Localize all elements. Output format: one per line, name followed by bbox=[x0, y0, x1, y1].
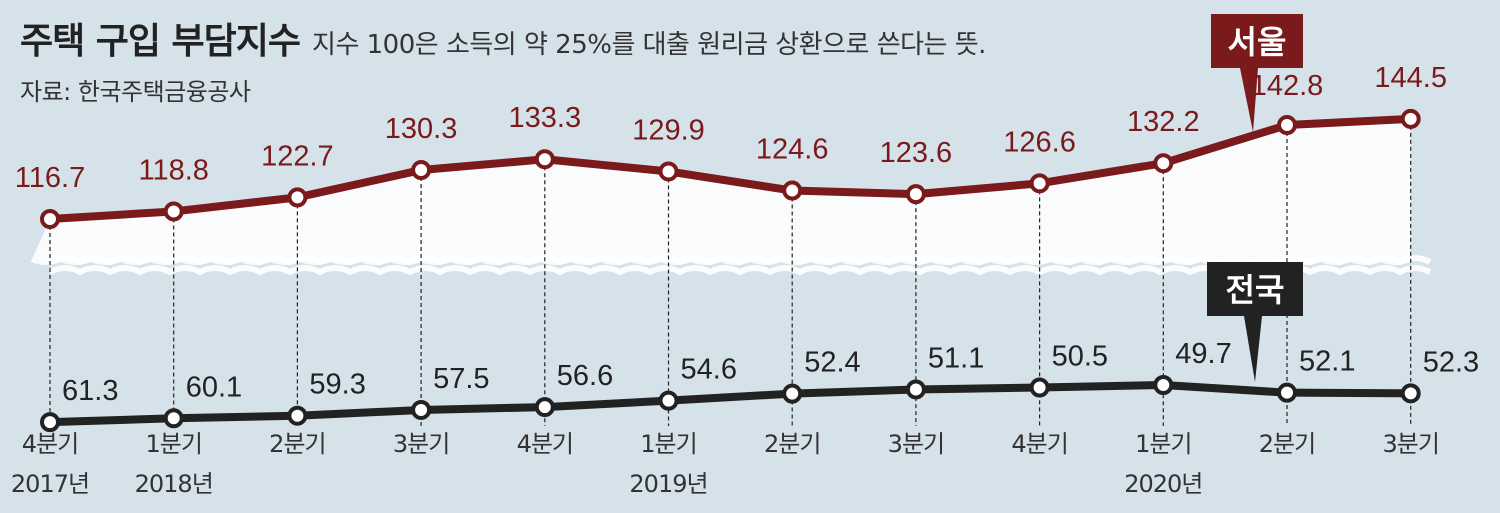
data-label-national: 50.5 bbox=[1052, 341, 1108, 373]
x-tick-label: 4분기 bbox=[517, 430, 573, 458]
x-year-label: 2017년 bbox=[11, 470, 89, 498]
data-point-seoul bbox=[287, 187, 308, 208]
data-point-seoul bbox=[534, 149, 555, 170]
data-point-seoul bbox=[1277, 115, 1297, 136]
data-point-national bbox=[782, 383, 803, 404]
data-label-national: 60.1 bbox=[186, 371, 242, 403]
data-point-seoul bbox=[1153, 153, 1174, 174]
series-badge-seoul: 서울 bbox=[1211, 14, 1303, 132]
data-point-seoul bbox=[658, 161, 679, 182]
series-badge-seoul-box bbox=[1211, 14, 1303, 68]
data-label-national: 61.3 bbox=[62, 375, 118, 407]
x-year-label: 2020년 bbox=[1124, 470, 1202, 498]
axis-break-wave bbox=[48, 255, 1432, 266]
x-tick-label: 2분기 bbox=[764, 430, 820, 458]
data-point-seoul bbox=[905, 184, 926, 205]
series-badge-seoul-pointer bbox=[1240, 68, 1258, 132]
data-point-seoul bbox=[1400, 108, 1421, 129]
data-label-seoul: 132.2 bbox=[1127, 106, 1200, 138]
data-label-national: 57.5 bbox=[433, 363, 489, 395]
data-label-seoul: 144.5 bbox=[1374, 62, 1447, 94]
data-point-seoul bbox=[1029, 173, 1050, 194]
data-label-national: 49.7 bbox=[1175, 338, 1231, 370]
data-label-seoul: 124.6 bbox=[756, 134, 829, 166]
series-line-national bbox=[49, 381, 1411, 427]
data-point-seoul bbox=[40, 209, 60, 229]
data-label-seoul: 129.9 bbox=[632, 114, 705, 146]
x-year-label: 2019년 bbox=[629, 470, 707, 498]
data-point-seoul bbox=[782, 180, 803, 201]
data-point-national bbox=[40, 412, 60, 433]
data-point-national bbox=[1277, 382, 1297, 403]
data-label-seoul: 130.3 bbox=[385, 113, 458, 145]
data-label-seoul: 126.6 bbox=[1003, 126, 1076, 158]
x-tick-label: 2분기 bbox=[1259, 430, 1315, 458]
x-tick-label: 3분기 bbox=[393, 430, 449, 458]
x-tick-label: 3분기 bbox=[1382, 430, 1438, 458]
chart-title: 주택 구입 부담지수 bbox=[20, 21, 301, 62]
x-tick-label: 1분기 bbox=[145, 430, 201, 458]
series-badge-national-pointer bbox=[1244, 316, 1262, 382]
data-point-national bbox=[411, 399, 432, 420]
data-label-national: 51.1 bbox=[928, 342, 984, 374]
data-point-national bbox=[287, 405, 308, 426]
data-label-seoul: 142.8 bbox=[1251, 70, 1324, 102]
area-fill-seoul bbox=[30, 118, 1411, 265]
data-label-national: 52.4 bbox=[804, 347, 860, 379]
data-point-national bbox=[1029, 377, 1050, 398]
data-point-national bbox=[534, 397, 555, 418]
data-label-seoul: 116.7 bbox=[15, 162, 85, 194]
chart-subtitle: 지수 100은 소득의 약 25%를 대출 원리금 상환으로 쓴다는 뜻. bbox=[312, 30, 986, 60]
data-point-seoul bbox=[163, 201, 184, 222]
data-label-national: 54.6 bbox=[681, 354, 737, 386]
series-badge-national-label: 전국 bbox=[1226, 271, 1285, 309]
data-point-national bbox=[163, 408, 184, 429]
data-label-national: 52.1 bbox=[1299, 346, 1355, 378]
data-point-national bbox=[658, 390, 679, 411]
series-badge-national: 전국 bbox=[1207, 262, 1303, 382]
data-point-seoul bbox=[411, 160, 432, 181]
data-point-national bbox=[905, 379, 926, 400]
data-label-seoul: 122.7 bbox=[261, 140, 334, 172]
series-line-seoul bbox=[49, 114, 1411, 223]
x-tick-label: 4분기 bbox=[1011, 430, 1067, 458]
series-badge-seoul-label: 서울 bbox=[1228, 23, 1287, 61]
data-label-national: 52.3 bbox=[1423, 346, 1479, 378]
data-point-national bbox=[1400, 383, 1421, 404]
x-year-label: 2018년 bbox=[135, 470, 213, 498]
series-badge-national-box bbox=[1207, 262, 1303, 316]
chart-source: 자료: 한국주택금융공사 bbox=[20, 78, 251, 106]
x-tick-label: 4분기 bbox=[22, 430, 78, 458]
axis-break-wave bbox=[48, 265, 1432, 276]
x-tick-label: 3분기 bbox=[888, 430, 944, 458]
chart-header: 주택 구입 부담지수 지수 100은 소득의 약 25%를 대출 원리금 상환으… bbox=[20, 12, 986, 107]
data-point-national bbox=[1153, 375, 1174, 395]
data-label-seoul: 118.8 bbox=[138, 154, 208, 186]
data-label-seoul: 123.6 bbox=[880, 137, 953, 169]
data-label-national: 59.3 bbox=[309, 369, 365, 401]
x-tick-label: 1분기 bbox=[640, 430, 696, 458]
x-tick-label: 1분기 bbox=[1135, 430, 1191, 458]
x-tick-label: 2분기 bbox=[269, 430, 325, 458]
data-label-national: 56.6 bbox=[557, 360, 613, 392]
data-label-seoul: 133.3 bbox=[509, 102, 582, 134]
